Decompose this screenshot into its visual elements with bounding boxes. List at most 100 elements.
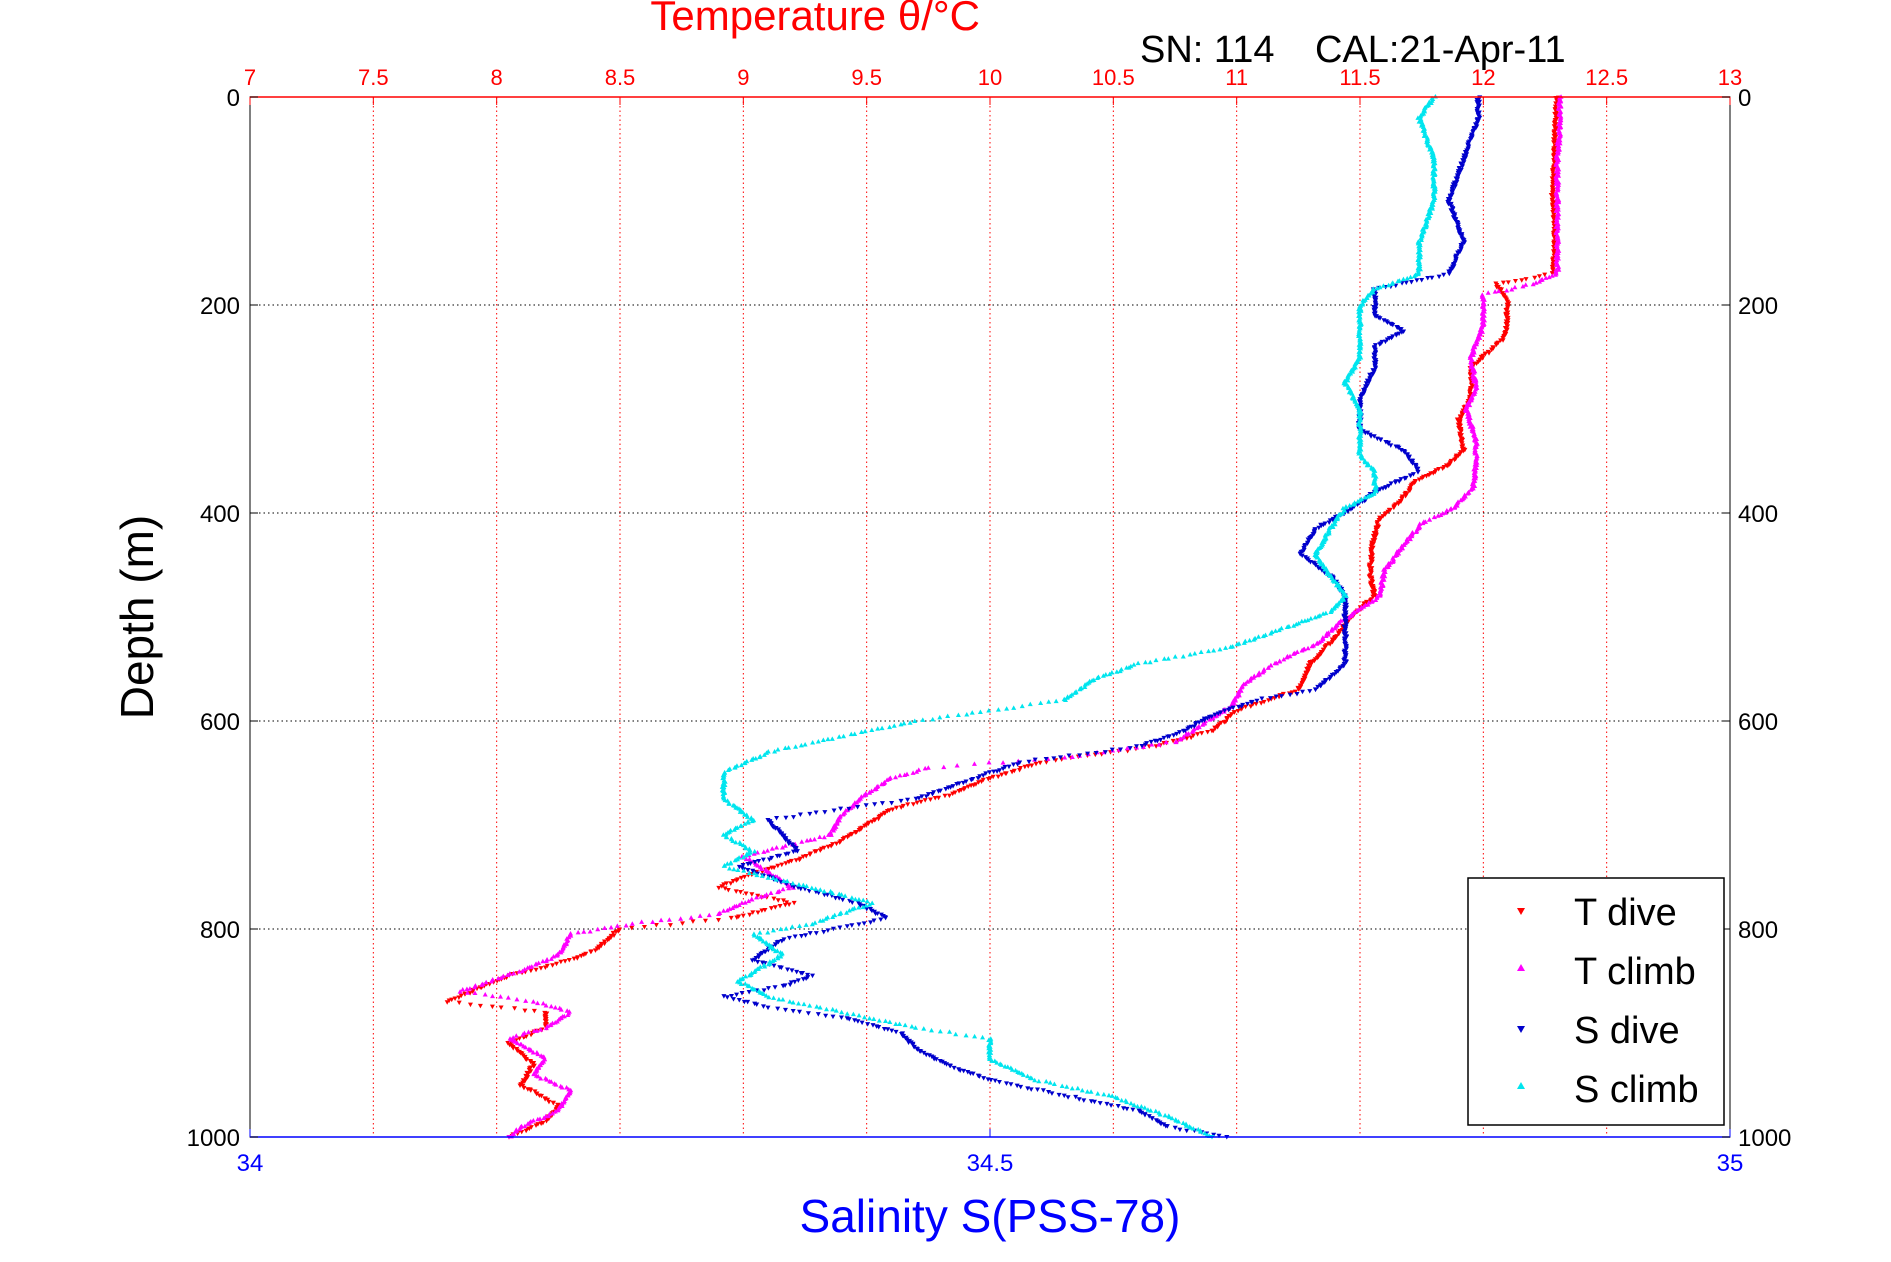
data-point bbox=[1417, 113, 1423, 119]
data-point bbox=[460, 987, 466, 992]
data-point bbox=[883, 915, 889, 921]
data-point bbox=[1478, 332, 1484, 337]
data-point bbox=[746, 898, 752, 904]
data-point bbox=[795, 1000, 801, 1006]
data-point bbox=[863, 803, 869, 808]
data-point bbox=[1091, 1099, 1097, 1105]
data-point bbox=[786, 935, 792, 941]
data-point bbox=[1331, 579, 1337, 584]
data-point bbox=[1082, 682, 1088, 687]
depth-tick-label-right: 800 bbox=[1738, 917, 1778, 944]
data-point bbox=[786, 885, 792, 891]
data-point bbox=[1355, 499, 1361, 504]
data-point bbox=[784, 900, 790, 905]
data-point bbox=[932, 796, 938, 801]
data-point bbox=[559, 1085, 565, 1090]
data-point bbox=[1373, 314, 1379, 319]
data-point bbox=[960, 780, 966, 786]
data-point bbox=[915, 1047, 921, 1052]
data-point bbox=[1236, 704, 1242, 710]
data-point bbox=[1404, 275, 1410, 281]
data-point bbox=[1462, 156, 1468, 162]
data-point bbox=[783, 861, 789, 866]
data-point bbox=[1370, 538, 1376, 543]
data-point bbox=[865, 1022, 871, 1027]
data-point bbox=[1200, 722, 1206, 727]
data-point bbox=[623, 922, 629, 928]
data-point bbox=[925, 765, 931, 770]
data-point bbox=[1470, 352, 1476, 358]
data-point bbox=[754, 894, 760, 900]
data-point bbox=[793, 858, 799, 863]
data-point bbox=[905, 797, 911, 803]
data-point bbox=[964, 712, 970, 717]
data-point bbox=[810, 973, 816, 979]
data-point bbox=[807, 837, 813, 842]
data-point bbox=[759, 873, 765, 878]
data-point bbox=[1000, 760, 1006, 765]
data-point bbox=[639, 919, 645, 924]
data-point bbox=[1081, 1098, 1087, 1103]
data-point bbox=[1386, 282, 1392, 288]
legend-entry-s-climb: S climb bbox=[1517, 1069, 1699, 1111]
data-point bbox=[533, 962, 539, 967]
data-point bbox=[898, 721, 904, 727]
data-point bbox=[1553, 224, 1559, 229]
data-point bbox=[548, 1003, 554, 1009]
data-point bbox=[1362, 494, 1368, 500]
data-point bbox=[1267, 696, 1273, 701]
data-point bbox=[1404, 536, 1410, 541]
data-point bbox=[947, 1029, 953, 1034]
data-point bbox=[1254, 698, 1260, 704]
data-point bbox=[860, 897, 866, 903]
data-point bbox=[1356, 327, 1362, 332]
data-point bbox=[1519, 278, 1525, 283]
data-point bbox=[1238, 707, 1244, 712]
data-point bbox=[765, 986, 771, 991]
data-point bbox=[1323, 633, 1329, 639]
data-point bbox=[994, 1060, 1000, 1065]
data-point bbox=[1302, 618, 1308, 623]
data-point bbox=[1454, 177, 1460, 182]
data-point bbox=[1359, 455, 1365, 461]
data-point bbox=[1479, 316, 1485, 321]
data-point bbox=[782, 843, 788, 848]
data-point bbox=[825, 844, 831, 850]
data-point bbox=[863, 903, 869, 908]
data-point bbox=[538, 1075, 544, 1081]
data-point bbox=[530, 1050, 536, 1055]
data-point bbox=[825, 832, 831, 837]
data-point bbox=[728, 915, 734, 921]
data-point bbox=[1440, 466, 1446, 471]
data-point bbox=[1334, 516, 1340, 522]
data-point bbox=[740, 854, 746, 860]
data-point bbox=[1556, 179, 1562, 185]
data-point bbox=[1037, 760, 1043, 766]
data-point bbox=[1009, 1067, 1015, 1072]
data-point bbox=[830, 1006, 836, 1012]
data-point bbox=[972, 1033, 978, 1039]
data-point bbox=[954, 763, 960, 768]
data-point bbox=[733, 839, 739, 845]
data-point bbox=[770, 946, 776, 952]
data-point bbox=[1147, 659, 1153, 665]
data-point bbox=[902, 1022, 908, 1028]
data-point bbox=[1419, 476, 1425, 481]
data-point bbox=[1459, 413, 1465, 418]
data-point bbox=[846, 1017, 852, 1022]
data-point bbox=[1231, 710, 1237, 715]
data-point bbox=[849, 900, 855, 906]
data-point bbox=[751, 969, 757, 975]
data-point bbox=[823, 1006, 829, 1012]
data-point bbox=[1266, 665, 1272, 670]
data-point bbox=[731, 866, 737, 872]
data-point bbox=[790, 999, 796, 1005]
data-point bbox=[1148, 1108, 1154, 1113]
data-point bbox=[738, 841, 744, 846]
data-point bbox=[775, 863, 781, 869]
data-point bbox=[936, 789, 942, 794]
data-point bbox=[951, 1065, 957, 1071]
data-point bbox=[999, 1062, 1005, 1067]
data-point bbox=[1392, 553, 1398, 558]
